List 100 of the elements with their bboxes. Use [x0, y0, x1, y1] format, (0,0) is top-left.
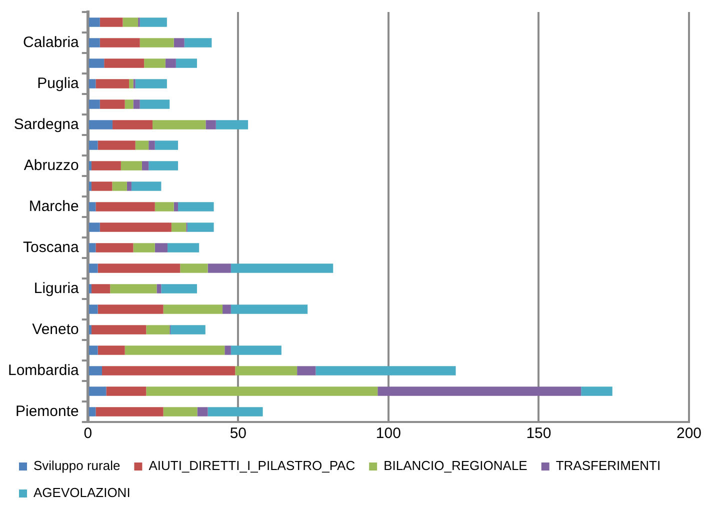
bar	[168, 243, 200, 252]
bar	[161, 284, 197, 294]
bar	[88, 120, 113, 130]
y-tick-label: Marche	[28, 198, 79, 215]
y-tick-label: Veneto	[32, 320, 79, 338]
bar	[140, 38, 174, 48]
bar	[98, 140, 136, 150]
bar	[133, 100, 140, 109]
bar	[96, 407, 164, 416]
bar	[146, 386, 378, 396]
bar	[88, 386, 106, 396]
bar	[124, 100, 134, 109]
y-tick-label: Piemonte	[16, 402, 79, 420]
bar	[144, 58, 166, 68]
bar	[88, 304, 98, 314]
bar	[230, 264, 334, 273]
bar	[140, 18, 167, 27]
y-tick-label: Liguria	[34, 280, 80, 297]
bar	[171, 222, 186, 232]
legend-label: TRASFERIMENTI	[556, 458, 661, 474]
x-tick-label: 50	[230, 425, 246, 442]
bar	[222, 304, 231, 314]
bar	[152, 120, 206, 130]
bar	[91, 284, 110, 294]
bar	[91, 182, 112, 191]
bar	[146, 325, 170, 334]
bar	[88, 407, 96, 416]
bar	[106, 386, 146, 396]
bar	[142, 161, 149, 170]
bar	[88, 346, 98, 355]
bar	[88, 79, 96, 88]
bar	[216, 120, 248, 130]
bar	[178, 202, 214, 212]
bar	[176, 58, 197, 68]
bar	[100, 222, 172, 232]
bar	[156, 284, 162, 294]
bar	[170, 325, 206, 334]
y-tick-label: Abruzzo	[24, 156, 79, 174]
bar	[163, 304, 223, 314]
bar	[174, 202, 178, 212]
y-tick-label: Calabria	[23, 34, 80, 51]
bar	[112, 120, 152, 130]
bar	[126, 182, 132, 191]
bar	[148, 161, 178, 170]
bar	[180, 264, 208, 273]
bar	[88, 182, 92, 191]
bar	[88, 325, 92, 334]
bar	[140, 100, 170, 109]
bar	[91, 325, 146, 334]
x-tick-label: 150	[526, 425, 552, 442]
x-tick-label: 0	[84, 425, 92, 442]
bar	[197, 407, 208, 416]
bar	[230, 346, 282, 355]
bar	[96, 243, 134, 252]
bar	[110, 284, 157, 294]
bar	[88, 18, 100, 27]
bar	[98, 346, 125, 355]
bar	[88, 161, 92, 170]
bar	[154, 243, 168, 252]
bar	[100, 38, 140, 48]
bar	[208, 264, 231, 273]
bar	[98, 264, 180, 273]
bar	[129, 79, 134, 88]
legend-label: AGEVOLAZIONI	[34, 485, 130, 500]
bar	[154, 140, 178, 150]
y-tick-label: Puglia	[37, 74, 80, 92]
bar	[100, 100, 125, 109]
bar	[131, 182, 162, 191]
bar	[148, 140, 155, 150]
bar	[224, 346, 231, 355]
bar	[88, 140, 98, 150]
bar	[135, 79, 167, 88]
bar	[98, 304, 164, 314]
bar	[102, 366, 236, 376]
bar	[120, 161, 142, 170]
bar	[88, 366, 102, 376]
bar	[88, 100, 100, 109]
bar	[208, 407, 263, 416]
bar	[88, 284, 92, 294]
bar	[124, 346, 225, 355]
bar	[297, 366, 316, 376]
bar	[316, 366, 456, 376]
bar	[235, 366, 298, 376]
bar	[163, 407, 198, 416]
bar	[135, 140, 149, 150]
bar	[187, 222, 214, 232]
legend-label: BILANCIO_REGIONALE	[384, 458, 528, 474]
bar	[96, 202, 155, 212]
bar	[91, 161, 121, 170]
bar	[174, 38, 184, 48]
legend-label: AIUTI_DIRETTI_I_PILASTRO_PAC	[148, 458, 356, 474]
bar	[184, 38, 212, 48]
bar	[206, 120, 216, 130]
bar	[581, 386, 612, 396]
x-tick-label: 100	[376, 425, 401, 442]
y-tick-label: Toscana	[23, 238, 80, 256]
y-tick-label: Lombardia	[8, 362, 80, 379]
bar	[100, 18, 123, 27]
bar	[88, 243, 96, 252]
bar	[154, 202, 174, 212]
